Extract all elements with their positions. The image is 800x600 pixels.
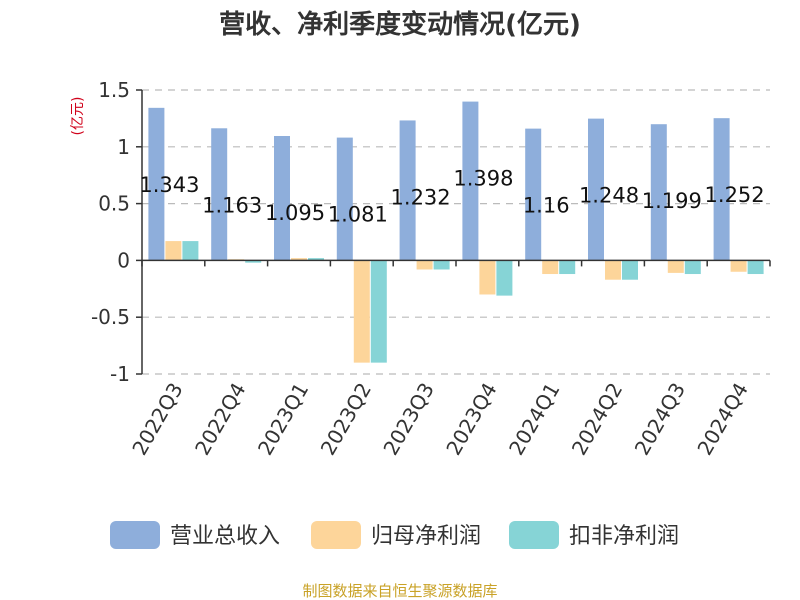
bar-3-2022Q3 [182, 241, 199, 261]
x-tick-label: 2024Q3 [630, 379, 690, 460]
legend-label-1: 营业总收入 [170, 524, 280, 549]
y-tick-label: -1 [110, 362, 130, 386]
y-axis-unit-label: (亿元) [70, 97, 86, 136]
bar-2-2023Q1 [291, 258, 307, 261]
bar-2-2024Q1 [542, 260, 559, 275]
bar-2-2022Q3 [165, 241, 182, 261]
bar-1-2024Q2 [588, 118, 604, 261]
x-tick-label: 2024Q2 [567, 379, 627, 460]
legend-swatch-3 [509, 521, 559, 549]
x-tick-label: 2022Q3 [127, 379, 187, 460]
bar-2-2024Q2 [605, 260, 621, 280]
bar-2-2023Q3 [416, 260, 433, 270]
data-label: 1.16 [523, 194, 570, 218]
data-label: 1.252 [705, 183, 765, 207]
data-label: 1.081 [328, 203, 388, 227]
bar-1-2024Q4 [713, 118, 730, 261]
bar-3-2023Q2 [370, 260, 387, 363]
x-tick-label: 2023Q4 [441, 379, 501, 460]
bar-1-2023Q1 [274, 136, 290, 261]
legend-label-3: 扣非净利润 [569, 524, 679, 549]
legend-swatch-2 [311, 521, 361, 549]
data-label: 1.163 [202, 193, 262, 217]
y-axis-ticks: 1.5 1 0.5 0 -0.5 -1 [91, 78, 142, 386]
bar-1-2024Q3 [650, 124, 667, 261]
data-label: 1.232 [391, 185, 451, 209]
bar-3-2023Q4 [496, 260, 513, 296]
bar-1-2023Q2 [336, 137, 353, 261]
gridlines [142, 89, 770, 375]
x-tick-label: 2024Q1 [504, 379, 564, 460]
data-label: 1.248 [579, 184, 639, 208]
bar-1-2024Q1 [525, 128, 542, 261]
x-tick-label: 2022Q4 [190, 379, 250, 460]
bar-1-2022Q4 [211, 128, 228, 261]
axes [141, 90, 771, 374]
bar-3-2024Q3 [684, 260, 701, 275]
bar-2-2024Q3 [667, 260, 684, 273]
data-label: 1.343 [139, 173, 199, 197]
y-tick-label: -0.5 [91, 305, 130, 329]
legend-label-2: 归母净利润 [371, 524, 481, 549]
chart-title: 营收、净利季度变动情况(亿元) [219, 9, 581, 40]
data-label: 1.398 [453, 167, 513, 191]
source-note: 制图数据来自恒生聚源数据库 [302, 582, 497, 600]
bar-3-2024Q2 [622, 260, 638, 280]
x-tick-label: 2023Q3 [378, 378, 438, 459]
bar-1-2022Q3 [148, 107, 165, 261]
legend: 营业总收入 归母净利润 扣非净利润 [110, 521, 679, 549]
bars [148, 101, 764, 363]
legend-swatch-1 [110, 521, 160, 549]
data-label: 1.095 [265, 201, 325, 225]
bar-2-2024Q4 [730, 260, 747, 272]
bar-1-2023Q3 [399, 120, 416, 261]
bar-3-2023Q3 [433, 260, 450, 270]
bar-3-2023Q1 [308, 258, 324, 261]
data-label: 1.199 [642, 189, 702, 213]
y-tick-label: 0.5 [98, 192, 130, 216]
bar-2-2023Q4 [479, 260, 496, 295]
x-tick-label: 2023Q2 [316, 379, 376, 460]
bar-2-2023Q2 [353, 260, 370, 363]
bar-1-2023Q4 [462, 101, 479, 261]
bar-3-2024Q1 [559, 260, 576, 275]
bar-3-2024Q4 [747, 260, 764, 275]
y-tick-label: 1 [117, 135, 130, 159]
y-tick-label: 1.5 [98, 78, 130, 102]
bar-3-2022Q4 [245, 260, 262, 263]
x-tick-label: 2024Q4 [692, 379, 752, 460]
y-tick-label: 0 [117, 248, 130, 272]
x-axis-ticks: 2022Q3 2022Q4 2023Q1 2023Q2 2023Q3 2023Q4 2024… [127, 378, 753, 459]
x-tick-label: 2023Q1 [253, 379, 313, 460]
